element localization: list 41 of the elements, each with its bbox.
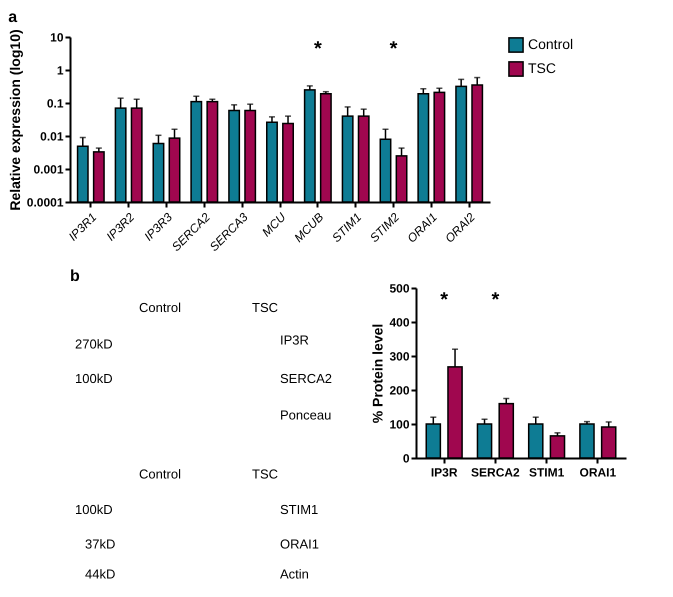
x-tick-label: IP3R — [430, 466, 458, 480]
y-tick-label: 0.0001 — [26, 196, 64, 210]
annotation: * — [314, 38, 322, 60]
text: b — [70, 268, 80, 285]
chart-title: a — [8, 8, 18, 26]
x-tick-label: STIM1 — [528, 466, 565, 480]
y-axis-title: % Protein level — [369, 324, 386, 424]
y-tick-label: 400 — [389, 316, 410, 330]
y-tick-label: 500 — [389, 282, 410, 296]
text: 270kD — [75, 336, 113, 352]
text: Control — [139, 300, 182, 315]
y-axis-title: Relative expression (log10) — [6, 29, 23, 211]
annotation: * — [491, 289, 500, 311]
y-tick-label: 0.01 — [40, 130, 64, 144]
annotation: * — [390, 38, 398, 60]
text: IP3R — [280, 332, 309, 348]
legend-label: TSC — [528, 60, 556, 76]
y-tick-label: 100 — [389, 418, 410, 432]
y-tick-label: 10 — [50, 30, 64, 44]
text: TSC — [252, 466, 278, 482]
text: TSC — [252, 300, 278, 315]
text: Control — [139, 466, 182, 482]
x-tick-label: SERCA2 — [471, 466, 520, 480]
text: Actin — [280, 566, 309, 582]
text: 44kD — [85, 566, 116, 582]
y-tick-label: 300 — [389, 350, 410, 364]
text: 100kD — [75, 370, 113, 386]
text: STIM1 — [280, 502, 318, 517]
text: ORAI1 — [280, 536, 320, 552]
legend-label: Control — [528, 36, 574, 52]
y-tick-label: 200 — [389, 384, 410, 398]
annotation: * — [440, 289, 448, 311]
y-tick-label: 0.1 — [46, 96, 64, 110]
text: 37kD — [85, 536, 116, 552]
text: Ponceau — [280, 407, 332, 422]
y-tick-label: 0.001 — [33, 162, 64, 176]
y-tick-label: 1 — [56, 64, 64, 78]
y-tick-label: 0 — [402, 452, 410, 466]
text: 100kD — [75, 502, 113, 517]
text: SERCA2 — [280, 370, 332, 386]
x-tick-label: ORAI1 — [579, 466, 616, 480]
